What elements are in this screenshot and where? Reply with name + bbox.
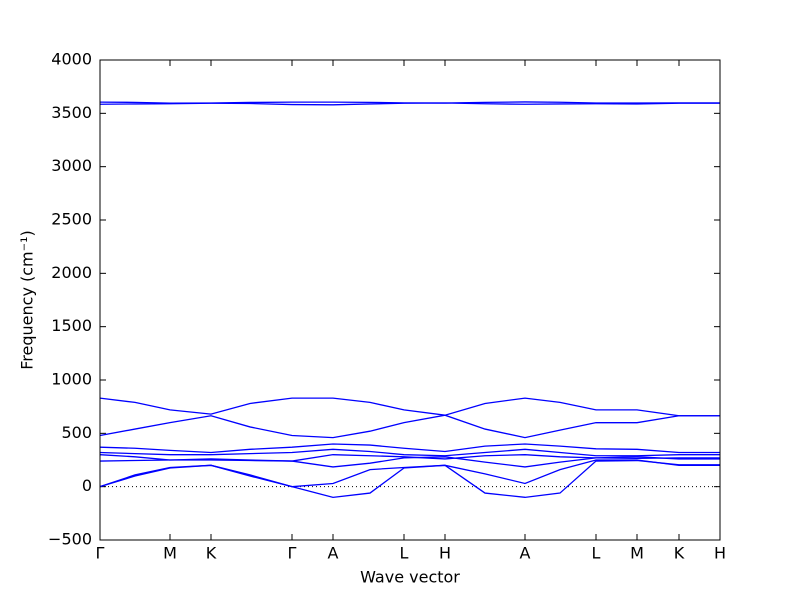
- plot-frame: [99, 59, 721, 541]
- band-line: [99, 448, 720, 457]
- y-tick-label: 4000: [51, 50, 92, 69]
- y-tick-label: 3500: [51, 103, 92, 122]
- x-tick-label: M: [163, 544, 177, 563]
- x-tick-label: Γ: [288, 544, 297, 563]
- y-tick-label: 500: [61, 423, 92, 442]
- band-line: [99, 459, 720, 498]
- x-tick-label: L: [592, 544, 601, 563]
- band-line: [99, 456, 720, 468]
- x-tick-label: H: [439, 544, 451, 563]
- band-line: [99, 459, 720, 488]
- x-tick-label: A: [328, 544, 339, 563]
- x-tick-label: H: [714, 544, 726, 563]
- band-line: [99, 443, 720, 454]
- x-tick-label: K: [674, 544, 685, 563]
- x-tick-label: A: [520, 544, 531, 563]
- y-tick-label: 2000: [51, 263, 92, 282]
- band-line: [99, 397, 720, 417]
- y-tick-label: 1000: [51, 370, 92, 389]
- band-line: [99, 414, 720, 439]
- y-tick-label: 0: [82, 476, 92, 495]
- y-tick-label: 2500: [51, 210, 92, 229]
- y-tick-label: 3000: [51, 156, 92, 175]
- x-axis-label: Wave vector: [360, 568, 460, 587]
- x-tick-label: K: [206, 544, 217, 563]
- x-tick-label: M: [630, 544, 644, 563]
- x-tick-label: L: [400, 544, 409, 563]
- x-tick-label: Γ: [96, 544, 105, 563]
- band-line: [99, 102, 720, 106]
- y-axis-label: Frequency (cm⁻¹): [18, 230, 37, 369]
- y-tick-label: 1500: [51, 316, 92, 335]
- y-tick-label: −500: [48, 530, 92, 549]
